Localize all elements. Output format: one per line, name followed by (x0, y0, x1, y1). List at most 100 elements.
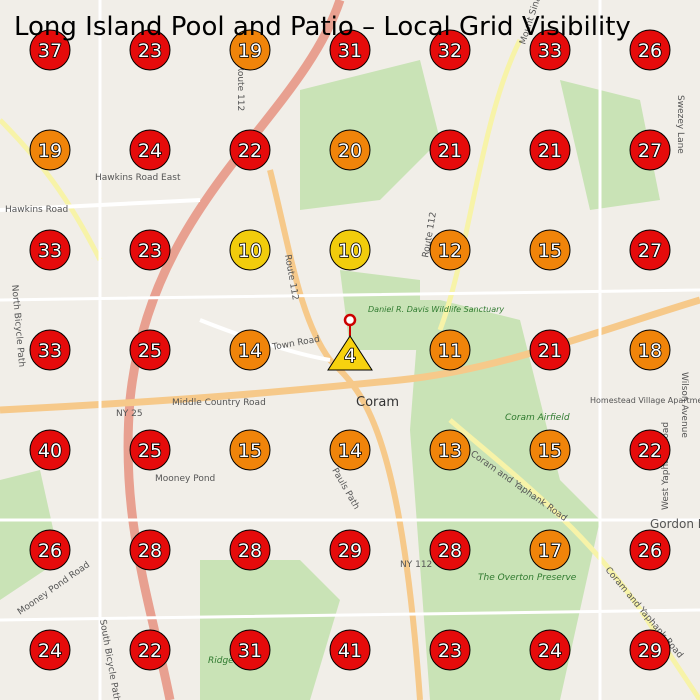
road-label: Hawkins Road (5, 205, 68, 215)
rank-marker (429, 329, 471, 371)
rank-marker (329, 629, 371, 671)
park-label: The Overton Preserve (478, 573, 577, 583)
center-marker (327, 335, 373, 371)
rank-marker (129, 629, 171, 671)
rank-marker (129, 129, 171, 171)
rank-label: 31 (338, 40, 362, 62)
rank-label: 23 (138, 240, 162, 262)
grid-markers: 37 23 19 31 32 33 26 19 24 22 20 21 21 27 33 23 10 10 12 15… (29, 29, 671, 671)
rank-label: 40 (38, 440, 62, 462)
rank-label: 21 (438, 140, 462, 162)
rank-label: 41 (338, 640, 362, 662)
rank-label: 33 (38, 240, 62, 262)
rank-label: 20 (338, 140, 362, 162)
rank-marker (129, 529, 171, 571)
rank-label: 13 (438, 440, 462, 462)
rank-label: 15 (538, 240, 562, 262)
rank-label: 24 (538, 640, 562, 662)
pin (343, 313, 357, 327)
rank-label: 10 (338, 240, 362, 262)
rank-marker (429, 29, 471, 71)
rank-marker (229, 229, 271, 271)
rank-marker (429, 429, 471, 471)
rank-label: 28 (438, 540, 462, 562)
park-label: Coram Airfield (505, 413, 570, 423)
rank-marker (229, 429, 271, 471)
rank-marker (29, 629, 71, 671)
rank-marker (529, 529, 571, 571)
rank-marker (29, 329, 71, 371)
green-areas (0, 60, 660, 700)
rank-marker (529, 629, 571, 671)
rank-label: 15 (538, 440, 562, 462)
rank-marker (529, 129, 571, 171)
road-label: Route 112 (235, 65, 245, 111)
road-label: West Yaphank Road (661, 422, 671, 510)
rank-label: 37 (38, 40, 62, 62)
rank-marker (529, 329, 571, 371)
road-label: Mooney Pond (155, 474, 215, 484)
rank-label: 31 (238, 640, 262, 662)
rank-label: 33 (538, 40, 562, 62)
rank-marker (529, 229, 571, 271)
rank-marker (129, 229, 171, 271)
place-label: Ridge (208, 656, 234, 666)
rank-marker (429, 629, 471, 671)
rank-label: 24 (138, 140, 162, 162)
place-label: Coram (356, 395, 399, 410)
rank-label: 14 (238, 340, 262, 362)
rank-label: 29 (338, 540, 362, 562)
rank-label: 32 (438, 40, 462, 62)
rank-marker (329, 129, 371, 171)
rank-marker (329, 229, 371, 271)
rank-marker (629, 29, 671, 71)
rank-label: 33 (38, 340, 62, 362)
rank-label: 28 (138, 540, 162, 562)
rank-label: 12 (438, 240, 462, 262)
rank-label: 28 (238, 540, 262, 562)
rank-label: 15 (238, 440, 262, 462)
rank-marker (229, 329, 271, 371)
rank-marker (29, 529, 71, 571)
rank-label: 14 (338, 440, 362, 462)
rank-label: 4 (344, 345, 356, 367)
rank-marker (629, 329, 671, 371)
rank-label: 26 (38, 540, 62, 562)
road-label: NY 112 (400, 560, 432, 570)
rank-marker (629, 129, 671, 171)
rank-marker (129, 429, 171, 471)
rank-marker (529, 29, 571, 71)
rank-marker (629, 529, 671, 571)
place-label: Gordon Heights (650, 517, 700, 531)
rank-marker (629, 229, 671, 271)
road-label: Hawkins Road East (95, 173, 181, 183)
rank-label: 19 (38, 140, 62, 162)
rank-marker (229, 29, 271, 71)
rank-label: 22 (638, 440, 662, 462)
rank-marker (329, 529, 371, 571)
rank-marker (529, 429, 571, 471)
rank-label: 24 (38, 640, 62, 662)
rank-label: 22 (238, 140, 262, 162)
rank-label: 17 (538, 540, 562, 562)
rank-label: 25 (138, 340, 162, 362)
rank-marker (29, 29, 71, 71)
rank-label: 25 (138, 440, 162, 462)
rank-label: 21 (538, 140, 562, 162)
rank-marker (129, 29, 171, 71)
rank-label: 19 (238, 40, 262, 62)
road-label: NY 25 (116, 409, 143, 419)
rank-label: 26 (638, 40, 662, 62)
rank-label: 23 (138, 40, 162, 62)
rank-label: 29 (638, 640, 662, 662)
rank-marker (329, 29, 371, 71)
road-label: Middle Country Road (172, 398, 266, 408)
rank-marker (29, 229, 71, 271)
rank-label: 27 (638, 240, 662, 262)
rank-marker (429, 129, 471, 171)
rank-label: 18 (638, 340, 662, 362)
rank-marker (29, 129, 71, 171)
rank-marker (429, 229, 471, 271)
rank-label: 22 (138, 640, 162, 662)
